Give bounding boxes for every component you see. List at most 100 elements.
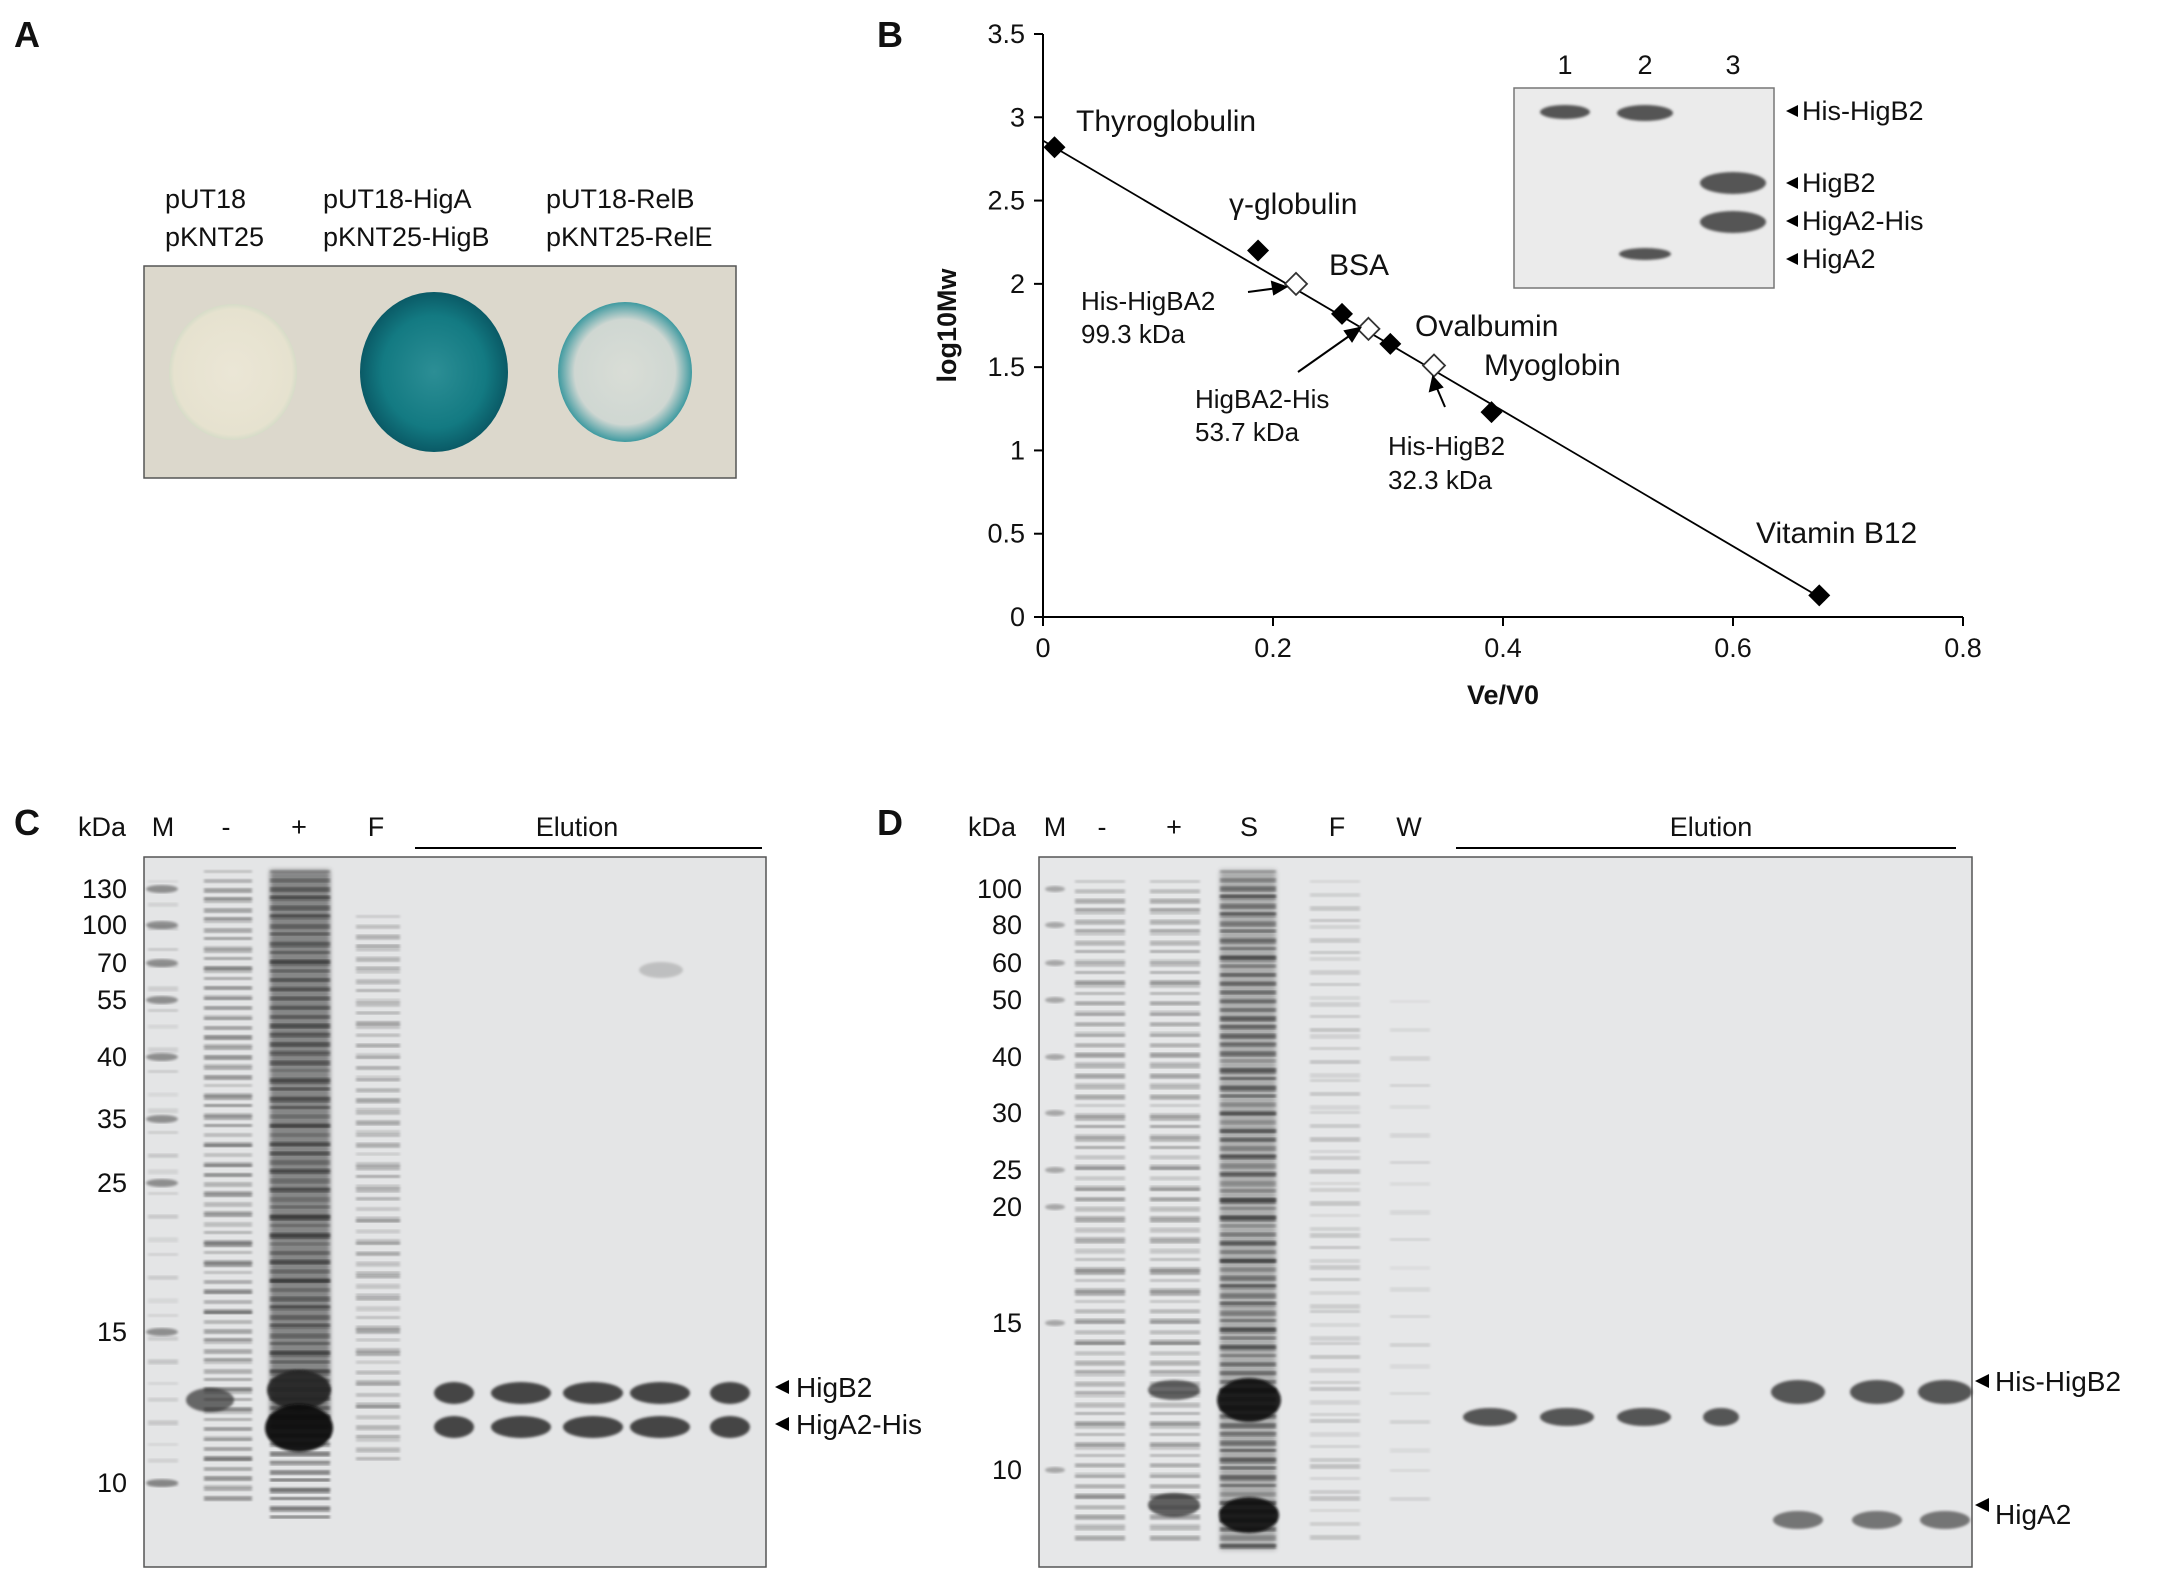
label-bsa: BSA [1329, 249, 1389, 282]
lane-f-smear [1310, 1246, 1360, 1249]
lane-s-smear [1220, 1362, 1276, 1367]
lane-f-smear [356, 1021, 400, 1026]
lane-plus-smear [1150, 1475, 1200, 1478]
lane-f-smear [1310, 1015, 1360, 1018]
label-his-higb2: His-HigB2 [1388, 431, 1505, 461]
ladder-smear [148, 1420, 178, 1426]
lane-minus-smear [1075, 1115, 1125, 1121]
sample-point-his-higb2 [1421, 353, 1447, 378]
lane-f-smear [356, 1043, 400, 1048]
lane-f-smear [356, 1219, 400, 1223]
lane-minus-smear [204, 1066, 252, 1070]
lane-plus-smear [1150, 1526, 1200, 1531]
lane-plus-smear [270, 942, 330, 948]
lane-plus-smear [1150, 1043, 1200, 1048]
lane-plus-smear [1150, 1113, 1200, 1118]
lane-f-smear [356, 969, 400, 974]
ladder-band [146, 1328, 178, 1336]
lane-plus-smear [1150, 1442, 1200, 1447]
lane-minus-smear [1075, 1412, 1125, 1415]
lane-w-smear [1390, 1238, 1430, 1241]
lane-f-smear [356, 1338, 400, 1342]
lane-f-smear [356, 1120, 400, 1126]
lane-plus-smear [270, 1215, 330, 1221]
lane-f-smear [1310, 880, 1360, 883]
gel-d-marker-labels: 100 80 60 50 40 30 25 20 15 10 [977, 874, 1022, 1485]
lane-s-smear [1220, 1440, 1276, 1446]
lane-f-smear [356, 1011, 400, 1015]
elution-band-higa2 [1773, 1511, 1823, 1529]
lane-minus-smear [204, 1164, 252, 1167]
lane-plus-smear [270, 1069, 330, 1072]
lane-minus-smear [204, 1231, 252, 1234]
ladder-smear [148, 1131, 178, 1134]
lane-plus-smear [270, 1097, 330, 1103]
lane-minus-smear [1075, 919, 1125, 925]
gel-c-lane-minus: - [222, 812, 231, 842]
lane-minus-smear [1075, 1155, 1125, 1160]
lane-minus-smear [204, 997, 252, 1000]
lane-minus-smear [204, 1055, 252, 1060]
lane-s-smear [1220, 1033, 1276, 1039]
lane-minus-smear [1075, 898, 1125, 904]
lane-s-smear [1220, 972, 1276, 977]
marker-label-70: 70 [97, 948, 127, 978]
lane-plus-band [1148, 1380, 1200, 1400]
lane-plus-smear [1150, 940, 1200, 946]
lane-plus-smear [1150, 982, 1200, 988]
lane-plus-smear [1150, 1083, 1200, 1086]
lane-minus-smear [204, 1271, 252, 1274]
lane-f-smear [1310, 1188, 1360, 1192]
lane-s-smear [1220, 1484, 1276, 1487]
lane-plus-smear [270, 1470, 330, 1475]
lane-plus-smear [270, 1143, 330, 1146]
lane-minus-smear [204, 1242, 252, 1247]
lane-plus-smear [1150, 910, 1200, 915]
gel-d-lane-w: W [1396, 812, 1422, 842]
lane-f-smear [1310, 1304, 1360, 1309]
ladder-smear [148, 1169, 178, 1175]
lane-s-smear [1220, 1051, 1276, 1057]
lane-minus-smear [204, 1075, 252, 1080]
gel-d-lane-plus: + [1166, 812, 1182, 842]
lane-plus-smear [270, 1188, 330, 1193]
lane-minus-smear [1075, 880, 1125, 883]
lane-plus-smear [270, 1033, 330, 1038]
ladder-band [1045, 886, 1065, 892]
lane-f-smear [356, 915, 400, 918]
lane-s-smear [1220, 903, 1276, 909]
lane-plus-smear [270, 951, 330, 954]
lane-minus-smear [1075, 1267, 1125, 1272]
lane-plus-smear [1150, 1412, 1200, 1415]
elution-band-higb2 [563, 1382, 623, 1404]
lane-f-smear [356, 1110, 400, 1115]
ladder-smear [148, 1458, 178, 1463]
lane-plus-smear [1150, 1001, 1200, 1006]
lane-w-smear [1390, 1105, 1430, 1109]
chart-ticks: 0 0.5 1 1.5 2 2.5 3 3.5 0 0.2 0.4 0.6 0.8 [987, 19, 1981, 663]
lane-plus-smear [1150, 1146, 1200, 1149]
lane-f-smear [1310, 925, 1360, 929]
lane-plus-smear [1150, 1237, 1200, 1240]
lane-minus-smear [204, 1026, 252, 1030]
lane-plus-smear [1150, 1321, 1200, 1324]
lane-minus-smear [1075, 1167, 1125, 1170]
lane-minus-smear [1075, 1514, 1125, 1520]
lane-plus-smear [270, 1151, 330, 1156]
lane-f-smear [356, 1133, 400, 1137]
lane-plus-smear [270, 932, 330, 936]
lane-f-smear [1310, 1124, 1360, 1128]
lane-minus-smear [1075, 1073, 1125, 1079]
lane-s-smear [1220, 878, 1276, 883]
lane-plus-smear [1150, 1444, 1200, 1450]
lane-plus-smear [1150, 1309, 1200, 1314]
ladder-smear [148, 1214, 178, 1219]
panel-c-label: C [14, 802, 40, 843]
lane-plus-smear [270, 1178, 330, 1184]
ladder-band [146, 1115, 178, 1123]
lane-plus-smear [1150, 1034, 1200, 1037]
arrowhead-his-higba2 [1270, 280, 1289, 296]
lane-f-smear [1310, 1169, 1360, 1174]
lane-minus-smear [1075, 1034, 1125, 1037]
